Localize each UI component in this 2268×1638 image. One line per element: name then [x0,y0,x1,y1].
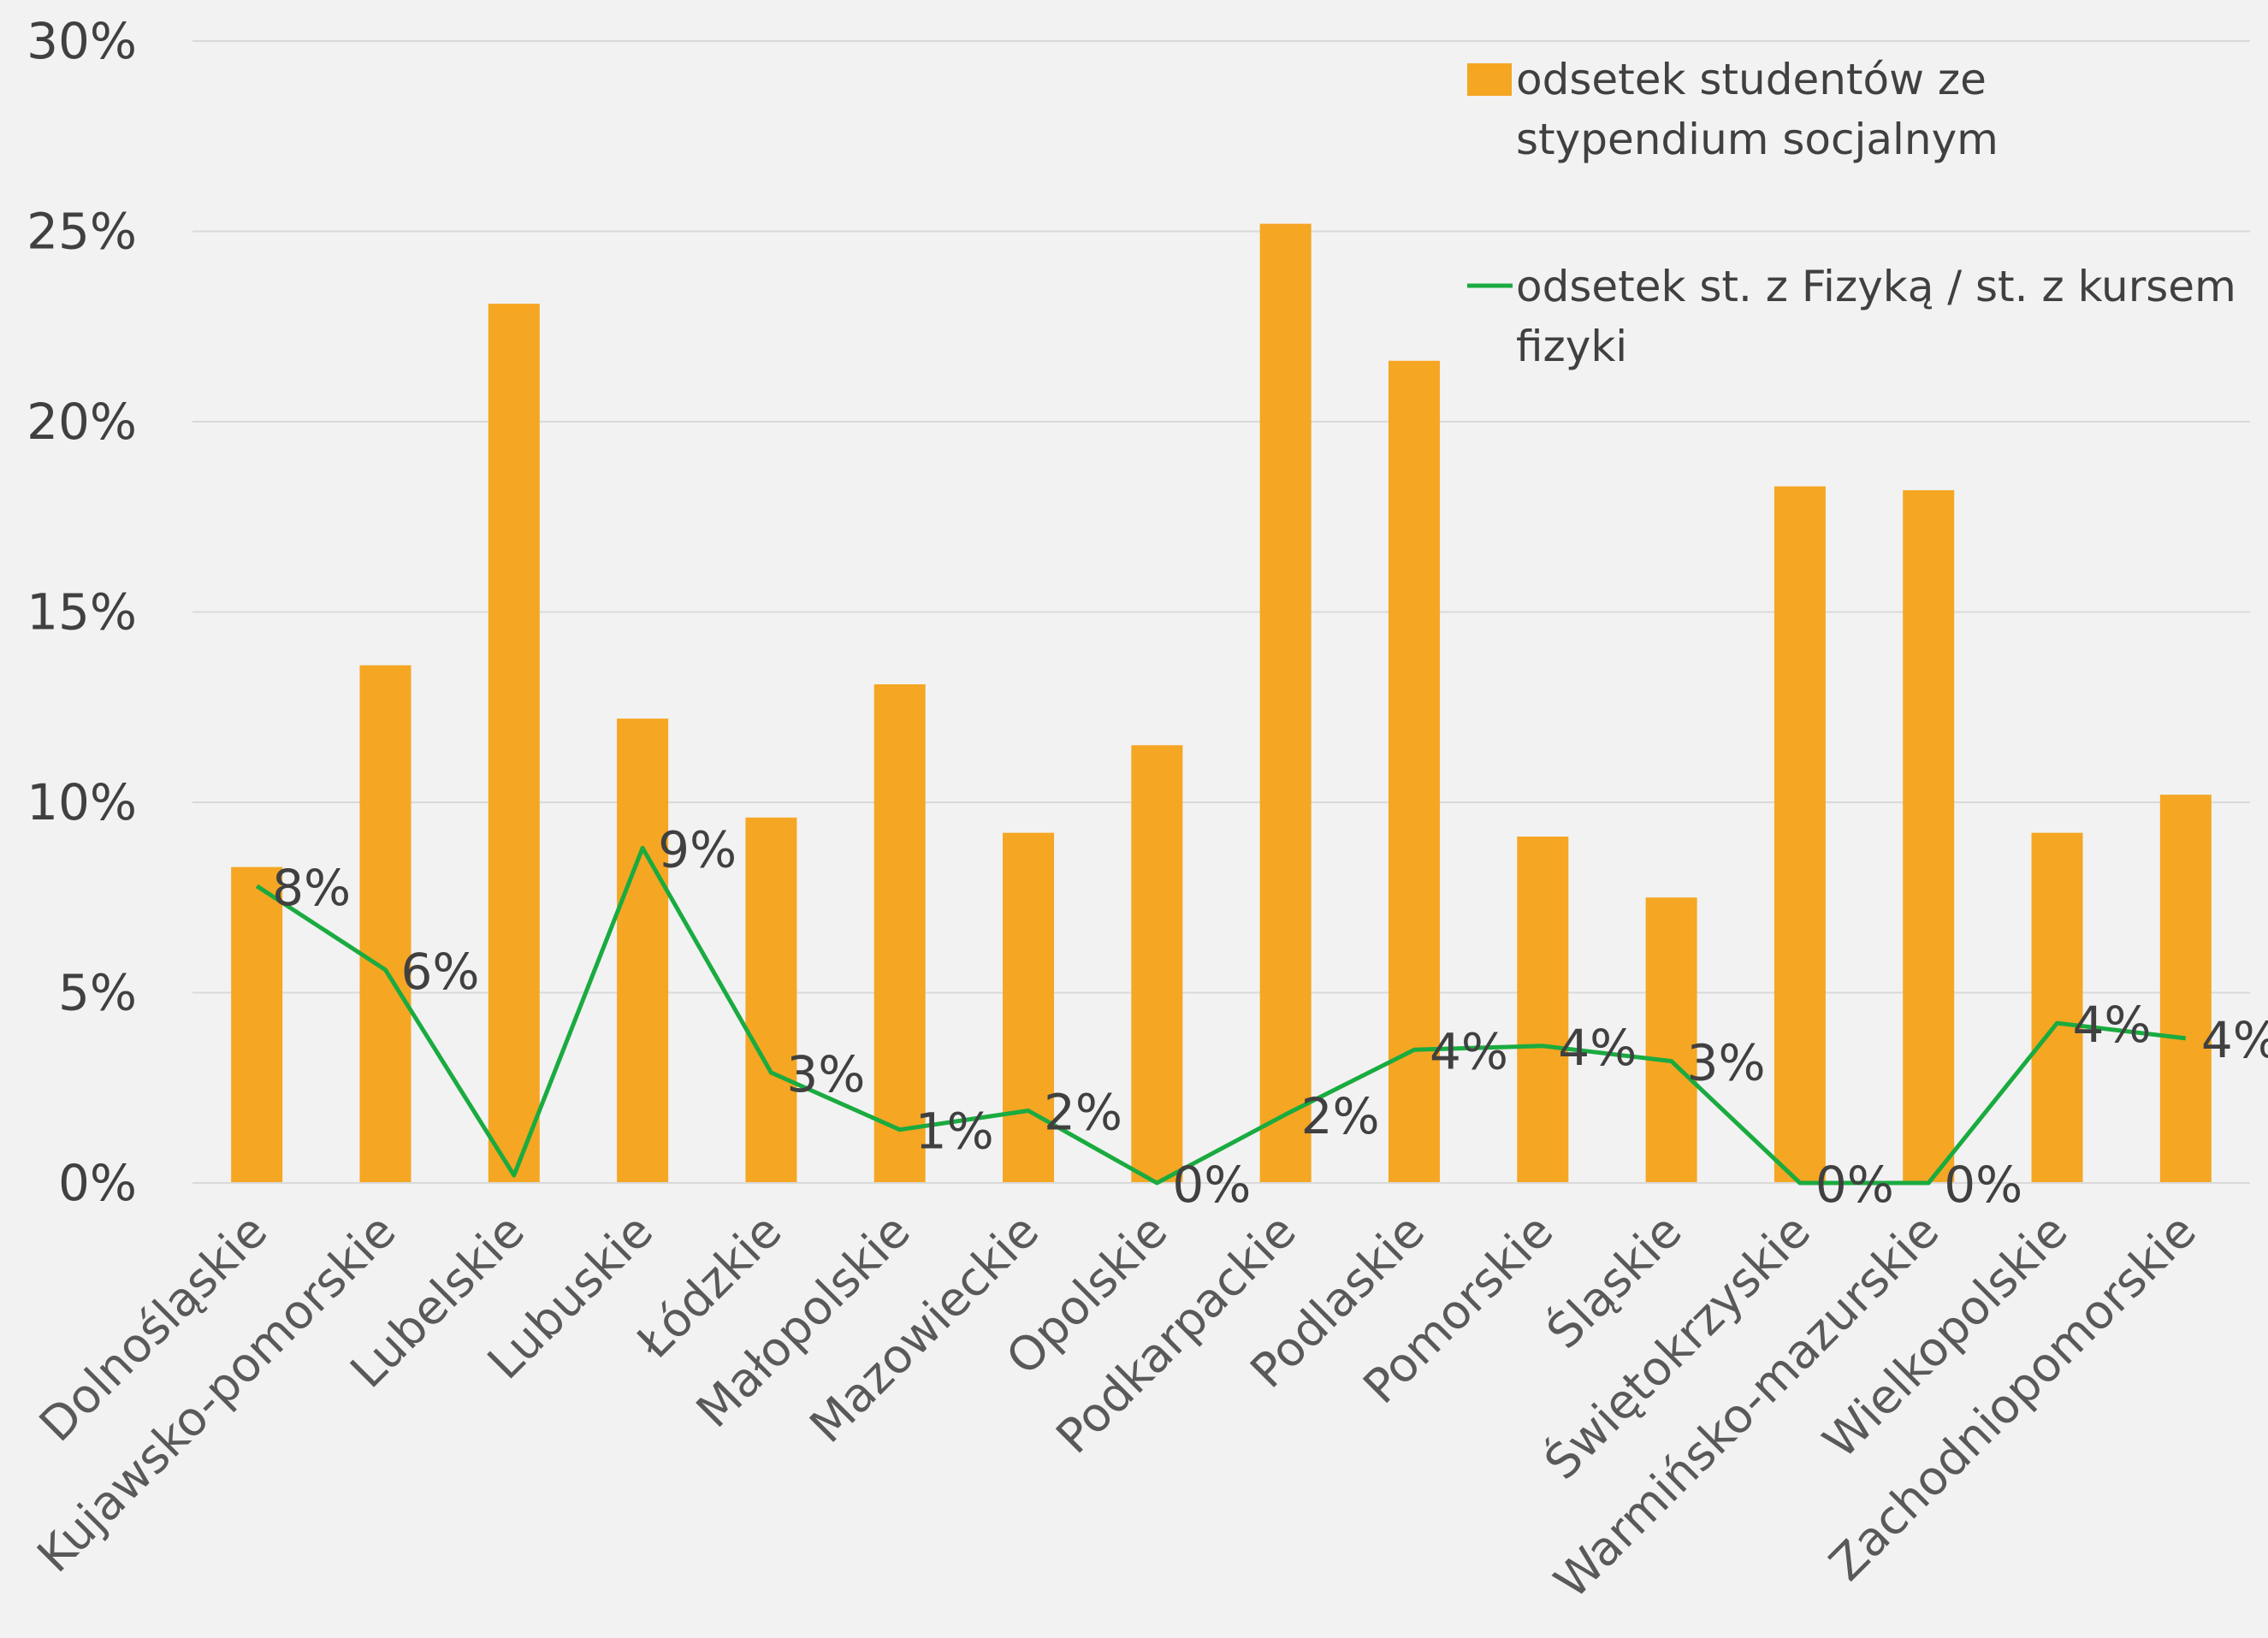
x-category-label: Mazowieckie [799,1203,1049,1453]
legend-label-line: fizyki [1516,322,1627,371]
bar [1774,486,1826,1183]
line-data-label: 2% [1301,1087,1380,1145]
line-data-label: 0% [1944,1156,2022,1214]
bar [1131,745,1183,1183]
line-data-label: 4% [2201,1011,2268,1069]
line-data-labels: 8% 6% 9% 3% 1% 2% 0% 2% 4% 4% 3% 0% 0% 4% 4% [272,820,2268,1214]
line-data-label: 8% [272,859,351,917]
y-tick-label: 10% [27,773,137,831]
bar [873,684,926,1183]
line-data-label: 4% [2073,996,2152,1054]
bar [745,817,797,1183]
y-tick-label: 15% [27,583,137,642]
line-series [255,845,2187,1186]
bar [2031,832,2083,1183]
legend: odsetek studentów ze stypendium socjalnym… [1467,55,2236,371]
bar [231,866,283,1183]
legend-label-bar: odsetek studentów ze [1516,55,1987,104]
bar [2159,795,2212,1183]
bar [488,304,540,1183]
line-data-label: 4% [1558,1019,1637,1077]
line-data-label: 2% [1044,1083,1122,1141]
y-tick-label: 0% [58,1154,137,1212]
line-data-label: 4% [1430,1022,1508,1080]
line-data-label: 1% [915,1103,994,1161]
bar [1003,832,1055,1183]
bar [359,665,412,1183]
line-data-label: 0% [1815,1156,1894,1214]
line-data-label: 3% [786,1045,865,1103]
legend-label-bar: stypendium socjalnym [1516,115,1999,164]
bar [1388,360,1440,1183]
line-data-label: 0% [1172,1156,1251,1214]
legend-swatch-bar [1467,63,1512,96]
bar [1517,837,1569,1183]
bar-series [231,223,2212,1184]
line-data-label: 3% [1687,1034,1766,1092]
legend-label-line: odsetek st. z Fizyką / st. z kursem [1516,262,2236,311]
y-tick-label: 25% [27,203,137,261]
y-tick-label: 30% [27,12,137,70]
line-path [255,845,2187,1186]
y-axis-ticks: 0% 5% 10% 15% 20% 25% 30% [27,12,137,1212]
y-tick-label: 20% [27,393,137,451]
line-data-label: 9% [658,820,737,878]
bar [617,718,669,1183]
x-axis-categories: DolnośląskieKujawsko-pomorskieLubelskieL… [27,1203,2206,1609]
bar [1903,490,1955,1183]
bar [1645,897,1697,1183]
y-tick-label: 5% [58,964,137,1022]
line-data-label: 6% [400,943,479,1001]
bar [1259,223,1312,1184]
x-category-label: Dolnośląskie [29,1203,278,1452]
